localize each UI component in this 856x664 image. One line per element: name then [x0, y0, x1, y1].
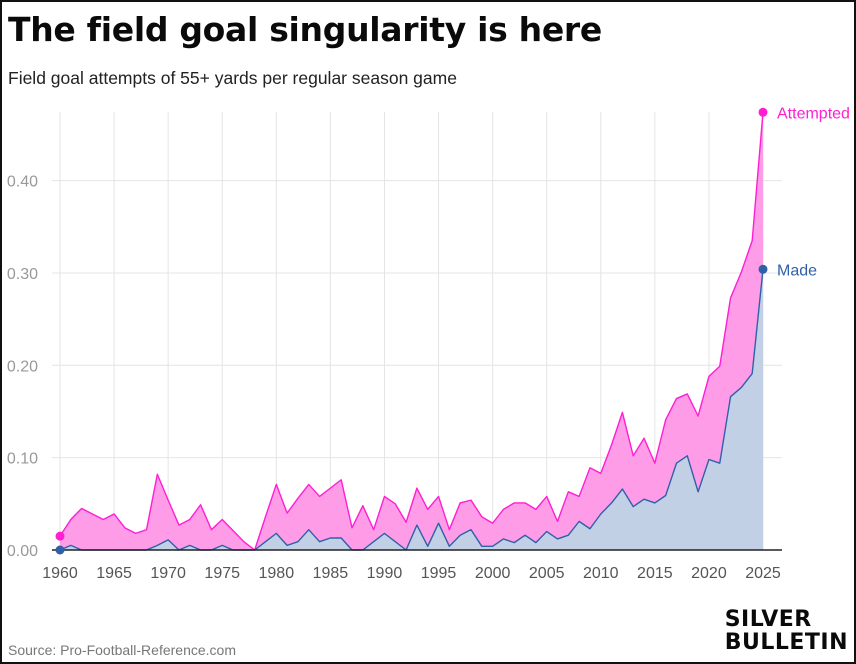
attempted-end-point [758, 107, 768, 117]
x-tick-label: 1970 [150, 565, 186, 582]
y-tick-label: 0.40 [7, 174, 38, 191]
source-note: Source: Pro-Football-Reference.com [8, 642, 236, 658]
attempted-start-point [55, 531, 65, 541]
x-tick-label: 2005 [529, 565, 565, 582]
made-end-point [758, 264, 768, 274]
x-tick-label: 2010 [583, 565, 619, 582]
x-tick-label: 1980 [259, 565, 295, 582]
silver-bulletin-logo: SILVER BULLETIN [725, 608, 848, 654]
attempted-series-label: Attempted [777, 105, 850, 122]
x-tick-label: 2020 [691, 565, 727, 582]
y-tick-label: 0.30 [7, 266, 38, 283]
y-tick-label: 0.20 [7, 358, 38, 375]
chart-subtitle: Field goal attempts of 55+ yards per reg… [8, 68, 457, 88]
x-tick-label: 2025 [745, 565, 781, 582]
logo-line-1: SILVER [724, 607, 812, 632]
attempted-line [59, 112, 764, 551]
made-start-point [55, 545, 65, 555]
x-tick-label: 1965 [96, 565, 132, 582]
x-tick-label: 1985 [313, 565, 349, 582]
chart-title: The field goal singularity is here [8, 10, 602, 49]
x-tick-label: 1995 [421, 565, 457, 582]
x-tick-label: 1975 [204, 565, 240, 582]
y-tick-label: 0.00 [7, 543, 38, 560]
y-tick-label: 0.10 [7, 451, 38, 468]
x-tick-label: 2015 [637, 565, 673, 582]
x-tick-label: 1990 [367, 565, 403, 582]
logo-line-2: BULLETIN [724, 630, 848, 655]
made-area [60, 269, 763, 550]
x-tick-label: 2000 [475, 565, 511, 582]
made-series-label: Made [777, 262, 817, 279]
x-tick-label: 1960 [42, 565, 78, 582]
attempted-area [60, 112, 763, 550]
made-line [59, 269, 764, 551]
